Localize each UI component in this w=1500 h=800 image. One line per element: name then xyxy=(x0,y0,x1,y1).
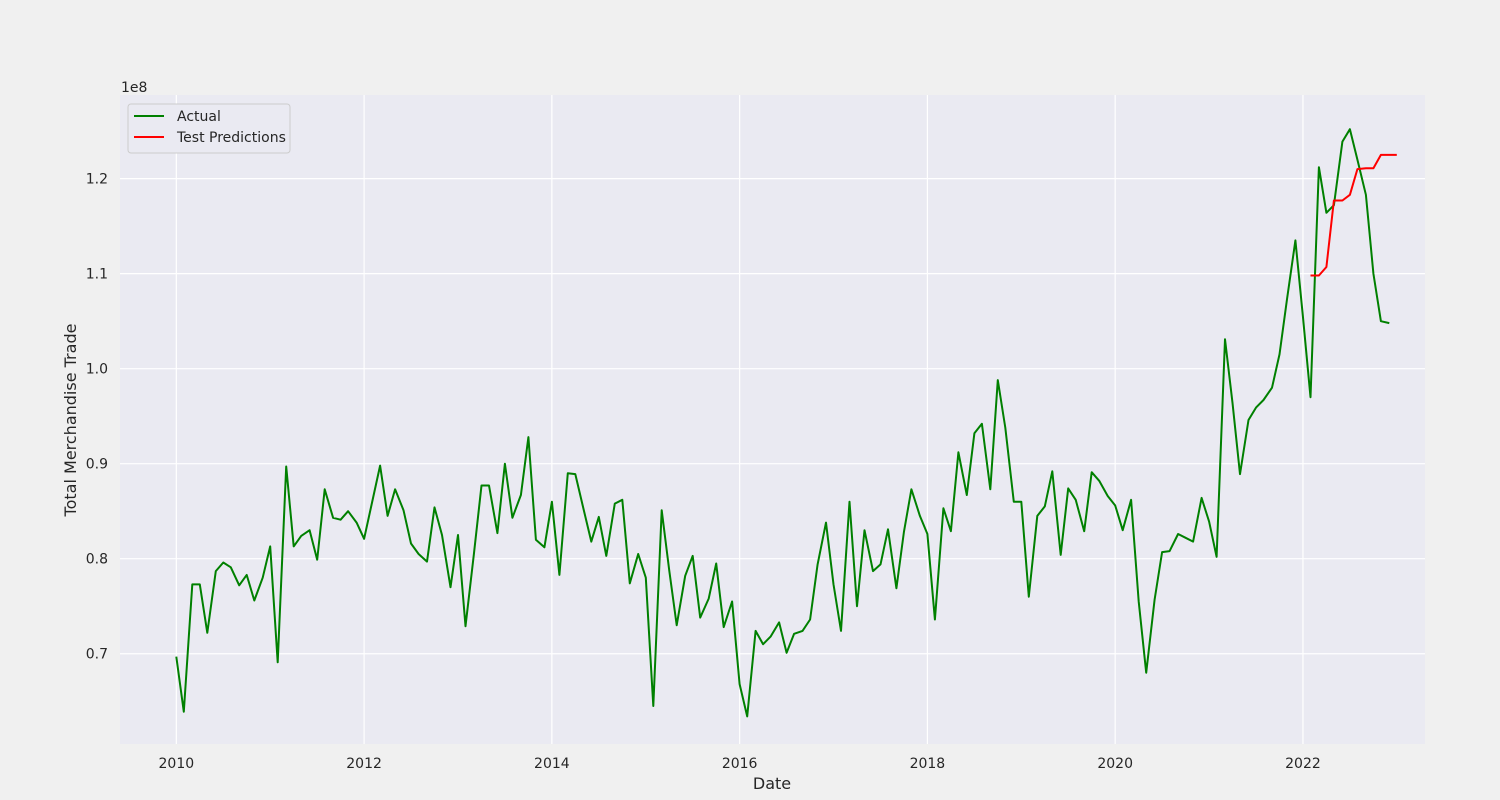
x-tick-label: 2022 xyxy=(1285,756,1321,772)
y-tick-label: 1.0 xyxy=(86,362,108,378)
legend-label-test-predictions: Test Predictions xyxy=(176,130,286,146)
plot-area xyxy=(120,95,1425,744)
legend-box xyxy=(127,103,291,154)
y-axis-ticks: 0.7 0.8 0.9 1.0 1.1 1.2 xyxy=(86,172,108,663)
x-tick-label: 2014 xyxy=(534,756,570,772)
grid-lines xyxy=(120,95,1425,744)
y-axis-title: Total Merchandise Trade xyxy=(61,324,80,518)
x-tick-label: 2012 xyxy=(346,756,382,772)
legend-label-actual: Actual xyxy=(177,109,221,125)
series-line-test-predictions xyxy=(1310,153,1397,277)
series-layer xyxy=(175,128,1397,718)
x-tick-label: 2020 xyxy=(1097,756,1133,772)
legend: Actual Test Predictions xyxy=(127,103,291,154)
y-tick-label: 1.2 xyxy=(86,172,108,188)
x-tick-label: 2010 xyxy=(159,756,195,772)
y-tick-label: 0.7 xyxy=(86,647,108,663)
y-tick-label: 1.1 xyxy=(86,267,108,283)
y-tick-label: 0.8 xyxy=(86,552,108,568)
x-tick-label: 2016 xyxy=(722,756,758,772)
y-offset-text: 1e8 xyxy=(121,80,147,96)
x-axis-ticks: 2010 2012 2014 2016 2018 2020 2022 xyxy=(159,756,1321,772)
y-tick-label: 0.9 xyxy=(86,457,108,473)
series-line-actual xyxy=(175,128,1390,718)
x-tick-label: 2018 xyxy=(910,756,946,772)
x-axis-title: Date xyxy=(753,774,791,793)
